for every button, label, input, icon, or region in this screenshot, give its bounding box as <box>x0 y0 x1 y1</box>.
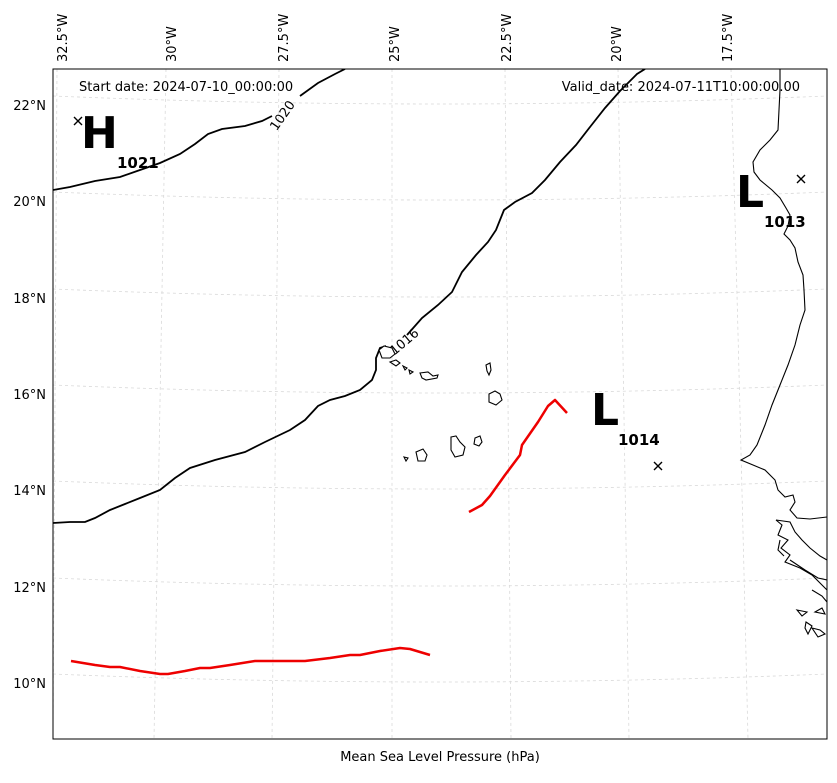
longitude-ticks: 32.5°W 30°W 27.5°W 25°W 22.5°W 20°W 17.5… <box>56 14 736 62</box>
lat-tick-label: 16°N <box>13 388 46 403</box>
island <box>415 448 428 462</box>
island <box>402 456 409 463</box>
low-pressure-value: 1014 <box>618 431 660 449</box>
lon-tick-label: 30°W <box>165 26 180 62</box>
lat-tick-label: 20°N <box>13 195 46 210</box>
island <box>450 435 466 458</box>
center-marker-icon <box>73 116 83 126</box>
lon-tick-label: 27.5°W <box>277 14 292 62</box>
contour-label-1020: 1020 <box>267 98 298 134</box>
island <box>388 359 401 367</box>
lat-tick-label: 10°N <box>13 677 46 692</box>
front-line-east <box>468 398 568 514</box>
low-pressure-letter: L <box>591 385 619 436</box>
island <box>488 390 503 406</box>
high-pressure-letter: H <box>81 108 118 159</box>
lon-tick-label: 17.5°W <box>721 14 736 62</box>
center-marker-icon <box>796 174 806 184</box>
graticule <box>53 69 827 739</box>
island <box>473 435 483 447</box>
island <box>485 362 492 377</box>
africa-coastline <box>739 69 827 638</box>
africa-coastline-detail <box>775 519 827 615</box>
lat-tick-label: 22°N <box>13 99 46 114</box>
start-date-label: Start date: 2024-07-10_00:00:00 <box>79 80 293 95</box>
latitude-ticks: 22°N 20°N 18°N 16°N 14°N 12°N 10°N <box>13 99 46 692</box>
isobar-1020 <box>53 69 346 191</box>
lon-tick-label: 20°W <box>610 26 625 62</box>
high-pressure-value: 1021 <box>117 154 159 172</box>
map-area: 1020 1016 H 1021 <box>53 69 827 739</box>
island <box>401 364 408 371</box>
center-markers <box>73 116 806 471</box>
center-marker-icon <box>653 461 663 471</box>
low-pressure-value: 1013 <box>764 213 806 231</box>
map-frame <box>52 68 828 740</box>
lon-tick-label: 32.5°W <box>56 14 71 62</box>
map-xlabel: Mean Sea Level Pressure (hPa) <box>340 750 540 765</box>
lat-tick-label: 14°N <box>13 484 46 499</box>
lat-tick-label: 18°N <box>13 292 46 307</box>
island <box>419 371 439 381</box>
cape-verde-islands <box>378 345 503 463</box>
lon-tick-label: 25°W <box>388 26 403 62</box>
island <box>408 368 415 375</box>
isobar-1016 <box>53 69 646 524</box>
lon-tick-label: 22.5°W <box>500 14 515 62</box>
front-line-south <box>70 646 431 676</box>
low-pressure-letter: L <box>736 167 764 218</box>
valid-date-label: Valid_date: 2024-07-11T10:00:00.00 <box>562 80 800 95</box>
lat-tick-label: 12°N <box>13 581 46 596</box>
island <box>378 345 396 359</box>
